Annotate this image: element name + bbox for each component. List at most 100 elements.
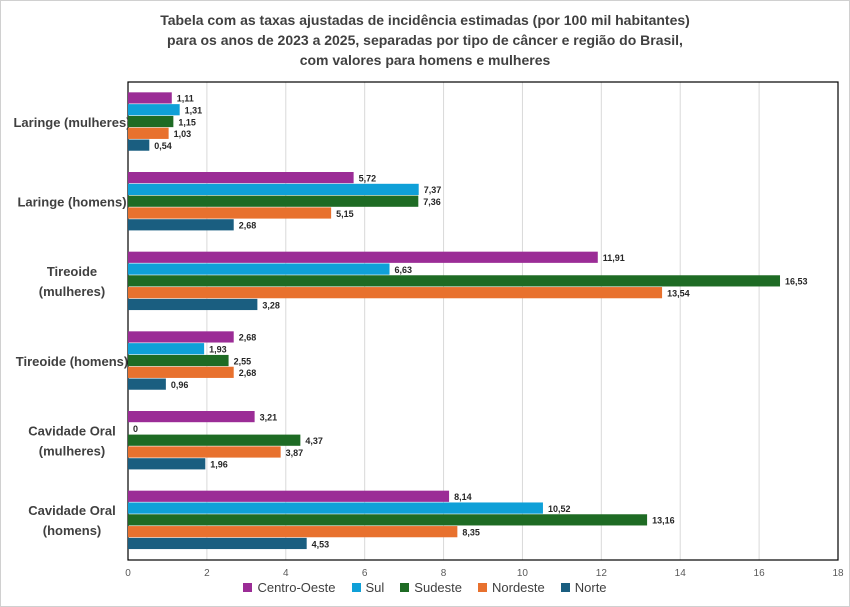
bar [128,207,332,219]
data-label: 2,68 [239,221,257,231]
legend-item: Sudeste [400,580,462,595]
x-tick-label: 4 [283,568,289,579]
x-tick-label: 8 [441,568,447,579]
legend-swatch [478,583,487,592]
x-tick-label: 14 [675,568,687,579]
chart-title-line-3: com valores para homens e mulheres [299,52,551,68]
category-label: Tireoide [47,264,97,279]
legend-item: Norte [560,580,607,595]
data-label: 1,96 [210,460,228,470]
bar [128,434,301,446]
legend-item: Sul [351,580,385,595]
bar [128,458,206,470]
chart-title-line-1: Tabela com as taxas ajustadas de incidên… [160,12,690,28]
data-label: 4,53 [312,539,330,549]
bar [128,366,234,378]
category-label: (mulheres) [39,284,105,299]
plot-area-border [127,81,839,561]
data-label: 2,55 [234,356,252,366]
bar [128,411,255,423]
data-label: 10,52 [548,504,571,514]
category-label: (mulheres) [39,444,105,459]
bar [128,219,234,231]
legend-swatch [243,583,253,592]
bar [128,104,180,116]
category-label: (homens) [43,523,102,538]
chart-legend: Centro-Oeste Sul Sudeste Nordeste Norte [0,580,850,595]
data-label: 5,15 [336,209,354,219]
legend-swatch [400,583,410,592]
data-label: 3,28 [262,300,280,310]
bar [128,275,781,287]
bar [128,92,172,104]
chart-title: Tabela com as taxas ajustadas de incidên… [0,10,850,70]
data-label: 3,87 [286,448,304,458]
x-tick-label: 0 [125,568,131,579]
bar [128,378,166,390]
data-label: 1,11 [177,94,194,104]
data-label: 7,37 [424,185,442,195]
bar [128,446,281,458]
data-label: 3,21 [260,412,278,422]
bar [128,514,648,526]
bar [128,127,169,139]
category-label: Laringe (homens) [17,195,126,210]
bar [128,502,543,514]
data-label: 2,68 [239,333,257,343]
bar [128,287,663,299]
legend-swatch [560,583,570,592]
data-label: 11,91 [603,253,625,263]
category-label: Laringe (mulheres) [13,115,130,130]
chart-title-line-2: para os anos de 2023 a 2025, separadas p… [167,32,683,48]
data-label: 16,53 [785,277,808,287]
category-label: Cavidade Oral [28,503,115,518]
data-label: 1,31 [185,106,203,116]
data-label: 1,93 [209,345,227,355]
bar [128,139,150,151]
bar [128,263,390,275]
data-label: 1,15 [178,117,196,127]
data-label: 13,16 [652,516,675,526]
x-tick-label: 10 [517,568,529,579]
legend-label: Sul [365,580,385,595]
bar [128,343,205,355]
legend-label: Centro-Oeste [257,580,336,595]
data-label: 8,35 [462,527,480,537]
x-tick-label: 16 [754,568,766,579]
bar [128,251,598,263]
data-label: 7,36 [423,197,441,207]
x-tick-label: 18 [832,568,844,579]
bar [128,354,229,367]
data-label: 0,96 [171,380,189,390]
data-label: 13,54 [667,288,690,298]
legend-swatch [351,583,361,592]
data-label: 1,03 [174,129,192,139]
x-tick-label: 2 [204,568,210,579]
legend-item: Centro-Oeste [243,580,336,595]
data-label: 0,54 [154,141,172,151]
bar [128,537,307,550]
bar [128,172,354,184]
legend-label: Norte [574,580,607,595]
data-label: 4,37 [305,436,323,446]
bar [128,490,450,502]
bar [128,115,174,128]
data-label: 0 [133,424,138,434]
category-label: Tireoide (homens) [16,354,128,369]
x-tick-label: 12 [596,568,608,579]
bar [128,298,258,311]
data-label: 2,68 [239,368,257,378]
bar [128,183,419,195]
legend-item: Nordeste [478,580,545,595]
category-label: Cavidade Oral [28,424,115,439]
bar [128,195,419,207]
data-label: 8,14 [454,492,472,502]
legend-label: Nordeste [492,580,545,595]
x-tick-label: 6 [362,568,368,579]
legend-label: Sudeste [414,580,462,595]
data-label: 6,63 [395,265,413,275]
bar [128,526,458,538]
data-label: 5,72 [359,173,377,183]
bar [128,331,234,343]
